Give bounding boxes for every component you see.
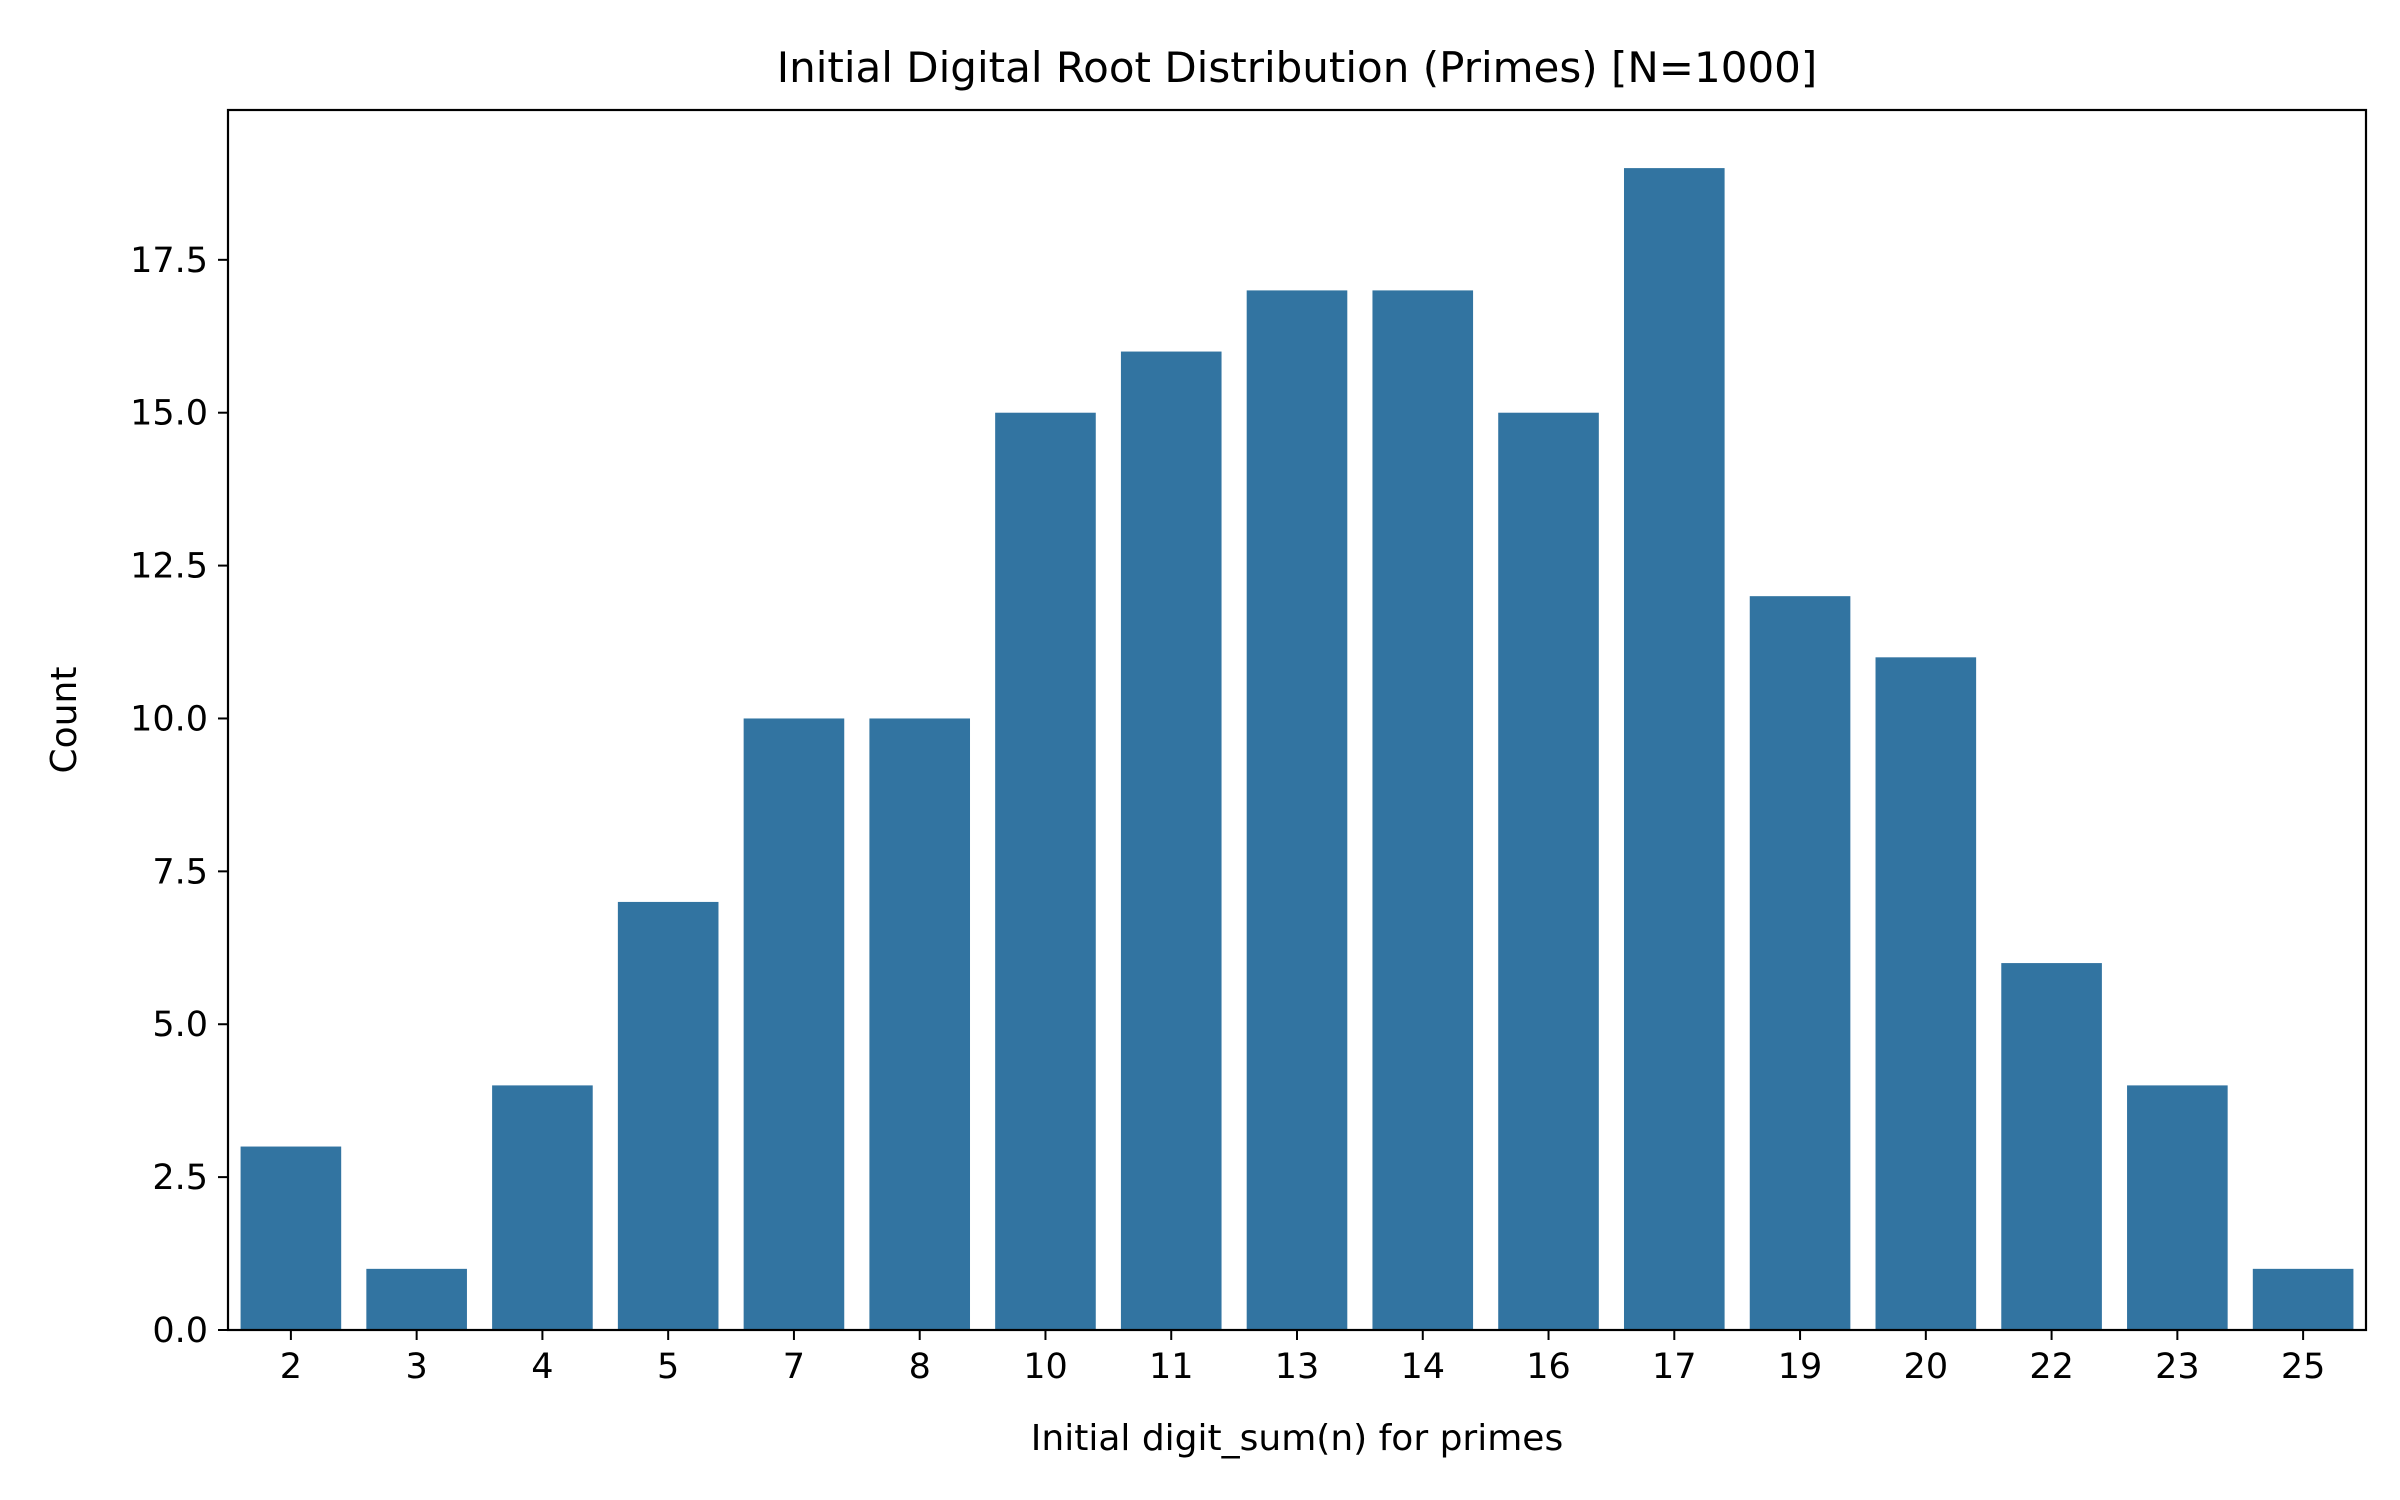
bar-17	[1623, 168, 1725, 1331]
x-tick-label: 2	[280, 1347, 302, 1387]
x-tick-label: 19	[1778, 1347, 1823, 1387]
x-tick-label: 13	[1275, 1347, 1320, 1387]
y-tick-label: 0.0	[152, 1311, 208, 1351]
bar-20	[1875, 657, 1977, 1330]
x-tick-label: 23	[2155, 1347, 2200, 1387]
x-axis: 2 3 4 5 7 8 10 11 13 14 16 17 19 20 22 23 25	[280, 1330, 2326, 1387]
bar-14	[1372, 290, 1474, 1330]
x-axis-label: Initial digit_sum(n) for primes	[1031, 1418, 1563, 1459]
y-tick-label: 5.0	[152, 1005, 208, 1045]
plot-frame	[226, 108, 2368, 1332]
x-tick-label: 22	[2029, 1347, 2074, 1387]
bar-4	[492, 1085, 593, 1330]
x-tick-label: 14	[1400, 1347, 1445, 1387]
x-tick-label: 7	[783, 1347, 805, 1387]
x-tick-label: 11	[1149, 1347, 1194, 1387]
y-tick-label: 12.5	[130, 547, 208, 587]
bars-layer	[240, 168, 2354, 1331]
bar-11	[1120, 351, 1222, 1330]
bar-25	[2252, 1268, 2354, 1330]
bar-7	[743, 718, 845, 1330]
bar-19	[1749, 596, 1851, 1330]
bar-23	[2127, 1085, 2228, 1330]
bar-8	[869, 718, 971, 1330]
y-tick-label: 15.0	[130, 394, 208, 434]
y-tick-label: 17.5	[130, 241, 208, 281]
bar-10	[995, 412, 1096, 1331]
y-axis: 0.0 2.5 5.0 7.5 10.0 12.5 15.0 17.5	[130, 241, 228, 1351]
x-tick-label: 3	[406, 1347, 428, 1387]
y-tick-label: 2.5	[152, 1158, 208, 1198]
x-tick-label: 25	[2281, 1347, 2326, 1387]
bar-16	[1498, 412, 1599, 1331]
x-tick-label: 16	[1526, 1347, 1571, 1387]
bar-3	[366, 1268, 467, 1330]
x-tick-label: 4	[531, 1347, 553, 1387]
chart-title: Initial Digital Root Distribution (Prime…	[777, 43, 1818, 92]
x-tick-label: 8	[909, 1347, 931, 1387]
y-tick-label: 7.5	[152, 852, 208, 892]
x-tick-label: 5	[657, 1347, 679, 1387]
bar-13	[1246, 290, 1348, 1330]
y-tick-label: 10.0	[130, 699, 208, 739]
bar-22	[2001, 963, 2102, 1330]
x-tick-label: 20	[1904, 1347, 1949, 1387]
y-axis-label: Count	[44, 667, 85, 774]
bar-2	[240, 1146, 342, 1330]
bar-5	[617, 901, 719, 1330]
x-tick-label: 10	[1023, 1347, 1068, 1387]
x-tick-label: 17	[1652, 1347, 1697, 1387]
